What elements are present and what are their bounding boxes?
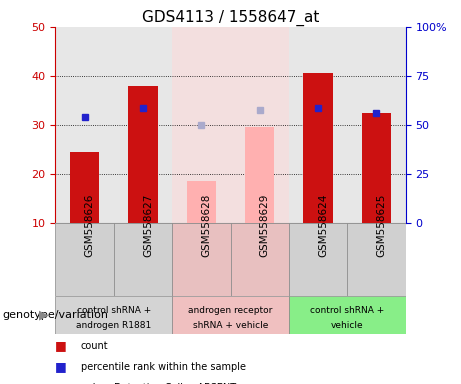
Text: control shRNA +: control shRNA + — [77, 306, 151, 315]
Bar — [172, 296, 289, 334]
Text: GSM558625: GSM558625 — [377, 193, 386, 257]
Bar — [230, 223, 289, 296]
Bar — [128, 86, 158, 223]
Text: value, Detection Call = ABSENT: value, Detection Call = ABSENT — [81, 383, 236, 384]
Bar — [172, 223, 230, 296]
Text: androgen R1881: androgen R1881 — [76, 321, 151, 329]
Text: ■: ■ — [55, 360, 67, 373]
Bar — [289, 27, 406, 223]
Text: GSM558626: GSM558626 — [84, 193, 95, 257]
Text: androgen receptor: androgen receptor — [188, 306, 273, 315]
Text: percentile rank within the sample: percentile rank within the sample — [81, 362, 246, 372]
Bar — [55, 27, 172, 223]
Text: genotype/variation: genotype/variation — [2, 310, 108, 320]
Text: GSM558627: GSM558627 — [143, 193, 153, 257]
Text: ■: ■ — [55, 381, 67, 384]
Bar — [289, 223, 347, 296]
Bar — [245, 127, 274, 223]
Text: ▶: ▶ — [39, 308, 48, 321]
Bar — [55, 296, 172, 334]
Bar — [187, 181, 216, 223]
Text: GSM558628: GSM558628 — [201, 193, 211, 257]
Text: control shRNA +: control shRNA + — [310, 306, 384, 315]
Bar — [172, 27, 289, 223]
Text: ■: ■ — [55, 339, 67, 352]
Text: GSM558624: GSM558624 — [318, 193, 328, 257]
Text: GSM558629: GSM558629 — [260, 193, 270, 257]
Bar — [55, 223, 114, 296]
Bar — [70, 152, 99, 223]
Text: shRNA + vehicle: shRNA + vehicle — [193, 321, 268, 329]
Title: GDS4113 / 1558647_at: GDS4113 / 1558647_at — [142, 9, 319, 25]
Bar — [347, 223, 406, 296]
Bar — [114, 223, 172, 296]
Bar — [289, 296, 406, 334]
Bar — [303, 73, 333, 223]
Text: count: count — [81, 341, 108, 351]
Bar — [362, 113, 391, 223]
Text: vehicle: vehicle — [331, 321, 364, 329]
